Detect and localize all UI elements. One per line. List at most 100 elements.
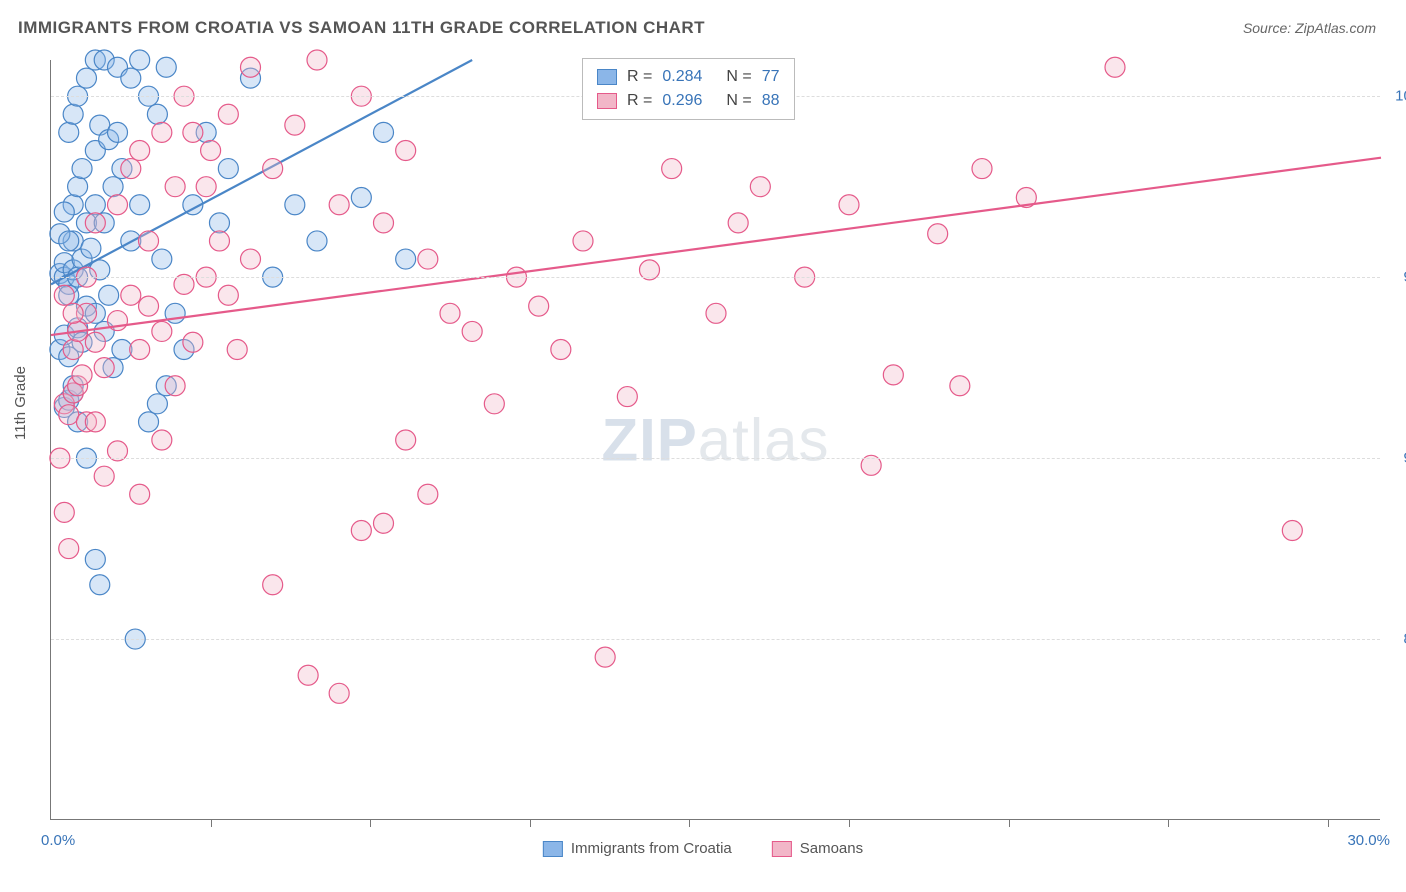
legend-item-label: Immigrants from Croatia	[571, 840, 732, 857]
legend-item: Samoans	[772, 840, 863, 857]
legend-n-label: N =	[726, 89, 751, 113]
data-point	[165, 177, 185, 197]
gridline	[51, 277, 1380, 278]
data-point	[139, 231, 159, 251]
data-point	[72, 365, 92, 385]
data-point	[351, 520, 371, 540]
legend-n-value: 77	[762, 65, 780, 89]
x-axis-tick	[1009, 819, 1010, 827]
data-point	[298, 665, 318, 685]
data-point	[121, 68, 141, 88]
x-axis-tick	[1328, 819, 1329, 827]
data-point	[241, 57, 261, 77]
data-point	[1105, 57, 1125, 77]
data-point	[72, 159, 92, 179]
data-point	[285, 195, 305, 215]
data-point	[285, 115, 305, 135]
data-point	[329, 683, 349, 703]
data-point	[462, 321, 482, 341]
data-point	[209, 213, 229, 233]
data-point	[209, 231, 229, 251]
data-point	[307, 231, 327, 251]
data-point	[196, 177, 216, 197]
data-point	[99, 285, 119, 305]
data-point	[950, 376, 970, 396]
legend-n-label: N =	[726, 65, 751, 89]
chart-svg	[51, 60, 1380, 819]
data-point	[130, 140, 150, 160]
legend-series: Immigrants from Croatia Samoans	[537, 840, 869, 857]
data-point	[183, 122, 203, 142]
data-point	[85, 213, 105, 233]
data-point	[227, 340, 247, 360]
data-point	[130, 50, 150, 70]
legend-item: Immigrants from Croatia	[543, 840, 732, 857]
data-point	[147, 394, 167, 414]
data-point	[1282, 520, 1302, 540]
data-point	[59, 405, 79, 425]
data-point	[152, 430, 172, 450]
data-point	[418, 249, 438, 269]
data-point	[750, 177, 770, 197]
data-point	[329, 195, 349, 215]
data-point	[54, 202, 74, 222]
data-point	[972, 159, 992, 179]
data-point	[63, 104, 83, 124]
data-point	[130, 484, 150, 504]
data-point	[418, 484, 438, 504]
data-point	[396, 249, 416, 269]
data-point	[728, 213, 748, 233]
data-point	[183, 332, 203, 352]
data-point	[121, 159, 141, 179]
data-point	[617, 387, 637, 407]
data-point	[374, 513, 394, 533]
data-point	[152, 249, 172, 269]
data-point	[201, 140, 221, 160]
legend-swatch	[597, 69, 617, 85]
x-axis-tick	[1168, 819, 1169, 827]
data-point	[103, 177, 123, 197]
x-axis-tick	[849, 819, 850, 827]
data-point	[85, 332, 105, 352]
legend-swatch	[772, 841, 792, 857]
gridline	[51, 458, 1380, 459]
data-point	[152, 321, 172, 341]
gridline	[51, 639, 1380, 640]
data-point	[54, 502, 74, 522]
data-point	[551, 340, 571, 360]
data-point	[59, 539, 79, 559]
legend-r-label: R =	[627, 89, 652, 113]
data-point	[156, 57, 176, 77]
data-point	[263, 575, 283, 595]
legend-r-value: 0.284	[662, 65, 702, 89]
data-point	[54, 285, 74, 305]
data-point	[351, 188, 371, 208]
x-axis-tick	[370, 819, 371, 827]
data-point	[595, 647, 615, 667]
x-axis-label-right: 30.0%	[1347, 832, 1390, 849]
data-point	[263, 159, 283, 179]
data-point	[218, 104, 238, 124]
data-point	[152, 122, 172, 142]
data-point	[112, 340, 132, 360]
data-point	[85, 195, 105, 215]
x-axis-label-left: 0.0%	[41, 832, 75, 849]
x-axis-tick	[211, 819, 212, 827]
data-point	[76, 68, 96, 88]
data-point	[59, 122, 79, 142]
y-axis-title: 11th Grade	[12, 366, 29, 440]
data-point	[121, 285, 141, 305]
data-point	[85, 412, 105, 432]
legend-stats: R =0.284N =77R =0.296N =88	[582, 58, 795, 120]
data-point	[218, 285, 238, 305]
data-point	[68, 177, 88, 197]
data-point	[147, 104, 167, 124]
data-point	[139, 296, 159, 316]
source-label: Source: ZipAtlas.com	[1243, 20, 1376, 36]
data-point	[108, 122, 128, 142]
data-point	[165, 376, 185, 396]
x-axis-tick	[689, 819, 690, 827]
plot-area: ZIPatlas 0.0% 30.0% 85.0%90.0%95.0%100.0…	[50, 60, 1380, 820]
legend-swatch	[597, 93, 617, 109]
data-point	[440, 303, 460, 323]
